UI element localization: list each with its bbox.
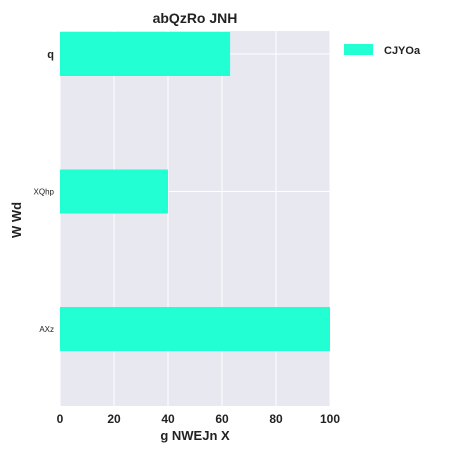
legend-label: CJYOa xyxy=(384,45,421,57)
legend: CJYOa xyxy=(344,44,421,57)
x-axis-ticks: 0 20 40 60 80 100 xyxy=(57,412,341,426)
bar-xqhp xyxy=(60,169,168,214)
chart-title: abQzRo JNH xyxy=(153,10,238,26)
x-tick-label: 40 xyxy=(161,412,175,426)
bars xyxy=(60,32,330,351)
x-axis-label: g NWEJn X xyxy=(160,428,230,443)
y-tick-label: AXz xyxy=(39,325,54,334)
y-tick-label: XQhp xyxy=(34,188,55,197)
legend-swatch xyxy=(344,44,373,55)
x-tick-label: 80 xyxy=(269,412,283,426)
y-axis-label: W Wd xyxy=(9,202,24,238)
x-tick-label: 60 xyxy=(215,412,229,426)
bar-axz xyxy=(60,307,330,351)
bar-q xyxy=(60,32,231,76)
y-tick-label: q xyxy=(47,49,54,61)
y-axis-ticks: q XQhp AXz xyxy=(34,49,55,334)
x-tick-label: 20 xyxy=(107,412,121,426)
x-tick-label: 0 xyxy=(57,412,64,426)
x-tick-label: 100 xyxy=(320,412,340,426)
